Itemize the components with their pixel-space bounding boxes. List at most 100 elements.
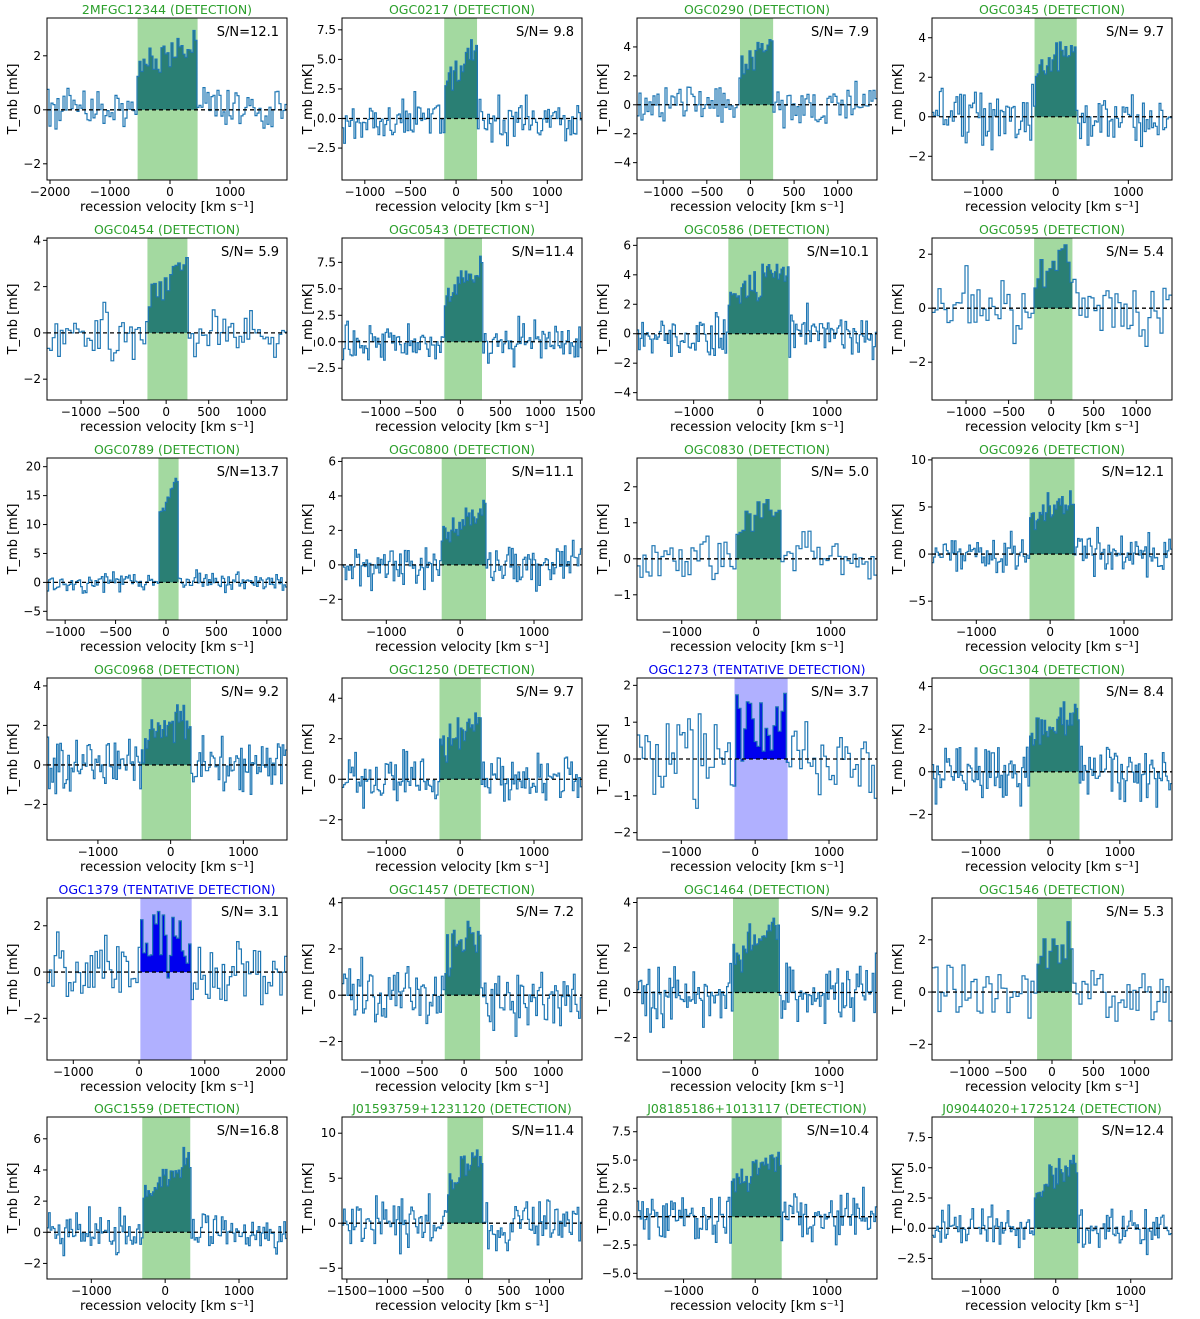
spectrum-line [637, 917, 877, 1033]
sn-label: S/N= 3.7 [811, 685, 869, 700]
spectrum-line [47, 704, 287, 795]
x-axis-label: recession velocity [km s⁻¹] [375, 640, 549, 655]
plot-area [342, 458, 582, 620]
x-tick-label: 0 [166, 185, 174, 199]
x-tick-label: −1000 [960, 1284, 1001, 1298]
x-tick-label: 1000 [1121, 405, 1152, 419]
x-tick-label: 1000 [822, 185, 853, 199]
spectrum-line [342, 1149, 582, 1255]
y-tick-label: 20 [26, 460, 41, 474]
y-tick-label: −2 [23, 157, 41, 171]
y-tick-label: 4 [328, 691, 336, 705]
spectrum-panel: −1500 −1000 −500 0 500 1000 −5 0 5 10 recession ve… [301, 1101, 583, 1314]
x-tick-label: −1000 [71, 1284, 112, 1298]
y-tick-label: −1 [613, 588, 631, 602]
y-axis-label: T_mb [mK] [596, 724, 611, 796]
sn-label: S/N= 3.1 [221, 905, 279, 920]
spectrum-line [47, 1146, 287, 1257]
x-tick-label: −500 [404, 405, 437, 419]
sn-label: S/N= 9.7 [516, 685, 574, 700]
spectrum-line [637, 692, 877, 809]
x-tick-label: −500 [99, 625, 132, 639]
axes-frame [931, 457, 1173, 621]
y-axis-label: T_mb [mK] [891, 64, 906, 136]
x-tick-label: −500 [992, 405, 1025, 419]
sn-label: S/N=12.1 [1102, 465, 1164, 480]
y-tick-label: 5.0 [612, 1153, 631, 1167]
axes-frame [931, 237, 1173, 401]
line-fill [444, 256, 482, 342]
panel-title: OGC1546 (DETECTION) [979, 882, 1125, 897]
sn-label: S/N=16.8 [217, 1124, 279, 1139]
spectrum-line [932, 244, 1172, 347]
line-fill [441, 500, 486, 565]
spectrum-panel: −1000 0 1000 −2 0 2 4 6 recession velocity [km s… [6, 1101, 288, 1314]
x-tick-label: −1000 [663, 1284, 704, 1298]
y-tick-label: 2 [918, 722, 926, 736]
plot-area [47, 898, 287, 1060]
y-tick-label: 6 [623, 238, 631, 252]
x-axis-label: recession velocity [km s⁻¹] [670, 860, 844, 875]
sn-label: S/N= 9.2 [221, 685, 279, 700]
x-tick-label: 0 [1052, 185, 1060, 199]
y-tick-label: 2 [918, 933, 926, 947]
line-fill [439, 713, 481, 782]
line-fill [728, 264, 789, 334]
line-fill [147, 257, 188, 333]
y-axis-label: T_mb [mK] [6, 504, 21, 576]
plot-area [342, 238, 582, 400]
x-tick-label: 500 [1082, 405, 1105, 419]
x-tick-label: 1000 [812, 1284, 843, 1298]
y-tick-label: 7.5 [907, 1131, 926, 1145]
y-tick-label: 10 [26, 518, 41, 532]
plot-area [342, 18, 582, 180]
y-tick-label: −2 [613, 826, 631, 840]
y-tick-label: 2 [328, 523, 336, 537]
panel-title: OGC0830 (DETECTION) [684, 442, 830, 457]
x-tick-label: 1000 [519, 625, 550, 639]
plot-area [637, 238, 877, 400]
y-tick-label: 5.0 [907, 1161, 926, 1175]
y-axis-label: T_mb [mK] [6, 1163, 21, 1235]
x-tick-label: −1000 [643, 185, 684, 199]
axes-frame [636, 237, 878, 401]
plot-area [342, 1117, 582, 1279]
axes-frame [341, 17, 583, 181]
x-tick-label: 1000 [228, 845, 259, 859]
x-tick-label: 1000 [812, 405, 843, 419]
x-tick-label: 1000 [215, 185, 246, 199]
axes-frame [341, 237, 583, 401]
y-tick-label: 0 [918, 765, 926, 779]
x-tick-label: 500 [197, 405, 220, 419]
axes-frame [341, 1116, 583, 1280]
x-tick-label: 1000 [533, 1065, 564, 1079]
x-tick-label: 0 [161, 1284, 169, 1298]
y-tick-label: 0 [918, 985, 926, 999]
sn-label: S/N= 9.2 [811, 905, 869, 920]
sn-label: S/N= 5.0 [811, 465, 869, 480]
spectrum-panel: −1000 0 1000 −2 0 2 4 recession velocity [km s⁻… [891, 662, 1173, 875]
x-tick-label: 0 [751, 1284, 759, 1298]
panel-title: OGC1273 (TENTATIVE DETECTION) [649, 662, 866, 677]
y-tick-label: 0.0 [907, 1221, 926, 1235]
panel-title: OGC0800 (DETECTION) [389, 442, 535, 457]
x-axis-label: recession velocity [km s⁻¹] [670, 1080, 844, 1095]
x-axis-label: recession velocity [km s⁻¹] [80, 420, 254, 435]
axes-frame [931, 17, 1173, 181]
y-tick-label: −5.0 [602, 1266, 631, 1280]
y-tick-label: −2 [908, 807, 926, 821]
spectrum-line [932, 41, 1172, 151]
x-axis-label: recession velocity [km s⁻¹] [670, 640, 844, 655]
axes-frame [46, 677, 288, 841]
sn-label: S/N= 5.9 [221, 245, 279, 260]
x-tick-label: 500 [205, 625, 228, 639]
x-tick-label: 1500 [565, 405, 596, 419]
y-tick-label: 2 [623, 480, 631, 494]
y-tick-label: 0 [623, 552, 631, 566]
spectrum-panel: −1000 0 1000 −2 −1 0 1 2 recession velocity [km … [596, 662, 878, 875]
y-tick-label: 4 [328, 896, 336, 910]
axes-frame [636, 457, 878, 621]
y-tick-label: 0 [33, 965, 41, 979]
y-tick-label: −2 [908, 149, 926, 163]
